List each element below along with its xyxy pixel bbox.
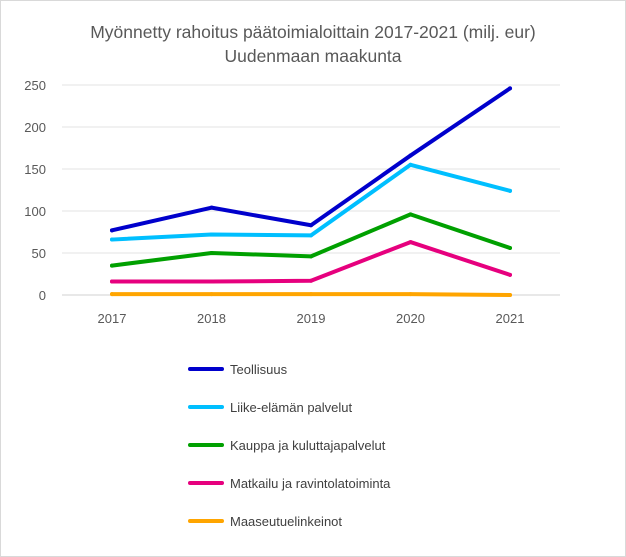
y-tick-label-100: 100 <box>24 204 46 219</box>
chart-title-block: Myönnetty rahoitus päätoimialoittain 201… <box>0 20 626 68</box>
legend-label-liike-elämän-palvelut: Liike-elämän palvelut <box>230 400 353 415</box>
x-axis-tick-labels: 2017 2018 2019 2020 2021 <box>98 311 525 326</box>
y-axis-tick-labels: 0 50 100 150 200 250 <box>24 78 46 303</box>
data-point-liike-elämän-palvelut-2018 <box>209 232 214 237</box>
data-point-teollisuus-2020 <box>408 153 413 158</box>
data-point-liike-elämän-palvelut-2017 <box>110 237 114 242</box>
data-point-liike-elämän-palvelut-2021 <box>508 188 512 193</box>
data-point-maaseutuelinkeinot-2021 <box>508 293 512 297</box>
data-point-matkailu-ja-ravintolatoiminta-2018 <box>209 279 214 284</box>
x-tick-label-2018: 2018 <box>197 311 226 326</box>
series-line-matkailu-ja-ravintolatoiminta <box>110 240 512 284</box>
data-point-teollisuus-2021 <box>508 86 512 91</box>
series-lines <box>110 86 512 297</box>
data-point-maaseutuelinkeinot-2017 <box>110 292 114 297</box>
x-tick-label-2017: 2017 <box>98 311 127 326</box>
y-tick-label-150: 150 <box>24 162 46 177</box>
series-line-teollisuus <box>110 86 512 233</box>
x-tick-label-2020: 2020 <box>396 311 425 326</box>
data-point-liike-elämän-palvelut-2020 <box>408 162 413 167</box>
chart-title: Myönnetty rahoitus päätoimialoittain 201… <box>90 22 536 42</box>
data-point-matkailu-ja-ravintolatoiminta-2017 <box>110 279 114 284</box>
data-point-kauppa-ja-kuluttajapalvelut-2018 <box>209 251 214 255</box>
data-point-kauppa-ja-kuluttajapalvelut-2019 <box>309 254 313 259</box>
legend-label-maaseutuelinkeinot: Maaseutuelinkeinot <box>230 514 342 529</box>
x-tick-label-2021: 2021 <box>496 311 525 326</box>
data-point-kauppa-ja-kuluttajapalvelut-2020 <box>408 212 413 217</box>
legend-label-matkailu-ja-ravintolatoiminta: Matkailu ja ravintolatoiminta <box>230 476 391 491</box>
legend-label-kauppa-ja-kuluttajapalvelut: Kauppa ja kuluttajapalvelut <box>230 438 386 453</box>
data-point-teollisuus-2018 <box>209 205 214 210</box>
chart-subtitle: Uudenmaan maakunta <box>224 46 402 66</box>
data-point-matkailu-ja-ravintolatoiminta-2020 <box>408 240 413 245</box>
y-tick-label-50: 50 <box>32 246 46 261</box>
data-point-maaseutuelinkeinot-2019 <box>309 292 313 297</box>
data-point-kauppa-ja-kuluttajapalvelut-2021 <box>508 245 512 250</box>
data-point-teollisuus-2017 <box>110 228 114 233</box>
data-point-teollisuus-2019 <box>309 223 313 228</box>
data-point-liike-elämän-palvelut-2019 <box>309 233 313 238</box>
y-tick-label-250: 250 <box>24 78 46 93</box>
y-tick-label-200: 200 <box>24 120 46 135</box>
legend: Teollisuus Liike-elämän palvelut Kauppa ja… <box>188 362 391 529</box>
y-tick-label-0: 0 <box>39 288 46 303</box>
data-point-maaseutuelinkeinot-2018 <box>209 292 214 297</box>
legend-label-teollisuus: Teollisuus <box>230 362 288 377</box>
data-point-maaseutuelinkeinot-2020 <box>408 292 413 297</box>
x-tick-label-2019: 2019 <box>297 311 326 326</box>
data-point-matkailu-ja-ravintolatoiminta-2021 <box>508 272 512 277</box>
data-point-matkailu-ja-ravintolatoiminta-2019 <box>309 278 313 283</box>
data-point-kauppa-ja-kuluttajapalvelut-2017 <box>110 263 114 268</box>
